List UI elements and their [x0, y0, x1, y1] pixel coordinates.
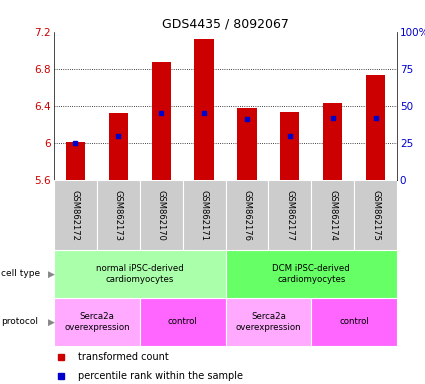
Bar [226, 180, 268, 250]
Bar [140, 298, 226, 346]
Text: control: control [168, 318, 198, 326]
Text: GSM862177: GSM862177 [285, 189, 294, 240]
Bar [226, 298, 311, 346]
Text: cell type: cell type [1, 270, 40, 278]
Text: normal iPSC-derived
cardiomyocytes: normal iPSC-derived cardiomyocytes [96, 264, 184, 284]
Bar [194, 40, 214, 180]
Bar [354, 180, 397, 250]
Text: GSM862175: GSM862175 [371, 190, 380, 240]
Bar [183, 180, 226, 250]
Bar [66, 142, 85, 180]
Text: GSM862171: GSM862171 [200, 190, 209, 240]
Title: GDS4435 / 8092067: GDS4435 / 8092067 [162, 18, 289, 31]
Text: ▶: ▶ [48, 318, 54, 326]
Text: GSM862172: GSM862172 [71, 190, 80, 240]
Text: GSM862174: GSM862174 [328, 190, 337, 240]
Text: GSM862170: GSM862170 [157, 190, 166, 240]
Text: protocol: protocol [1, 318, 38, 326]
Bar [280, 113, 300, 180]
Bar [268, 180, 311, 250]
Bar [97, 180, 140, 250]
Bar [323, 103, 342, 180]
Text: Serca2a
overexpression: Serca2a overexpression [64, 312, 130, 332]
Bar [109, 113, 128, 180]
Text: GSM862173: GSM862173 [114, 189, 123, 240]
Bar [226, 250, 397, 298]
Text: transformed count: transformed count [78, 352, 169, 362]
Bar [311, 298, 397, 346]
Text: GSM862176: GSM862176 [242, 189, 252, 240]
Bar [152, 61, 171, 180]
Text: Serca2a
overexpression: Serca2a overexpression [235, 312, 301, 332]
Text: ▶: ▶ [48, 270, 54, 278]
Text: DCM iPSC-derived
cardiomyocytes: DCM iPSC-derived cardiomyocytes [272, 264, 350, 284]
Bar [366, 76, 385, 180]
Bar [237, 108, 257, 180]
Text: percentile rank within the sample: percentile rank within the sample [78, 371, 243, 381]
Bar [54, 298, 140, 346]
Text: control: control [339, 318, 369, 326]
Bar [54, 250, 226, 298]
Bar [54, 180, 97, 250]
Bar [140, 180, 183, 250]
Bar [311, 180, 354, 250]
